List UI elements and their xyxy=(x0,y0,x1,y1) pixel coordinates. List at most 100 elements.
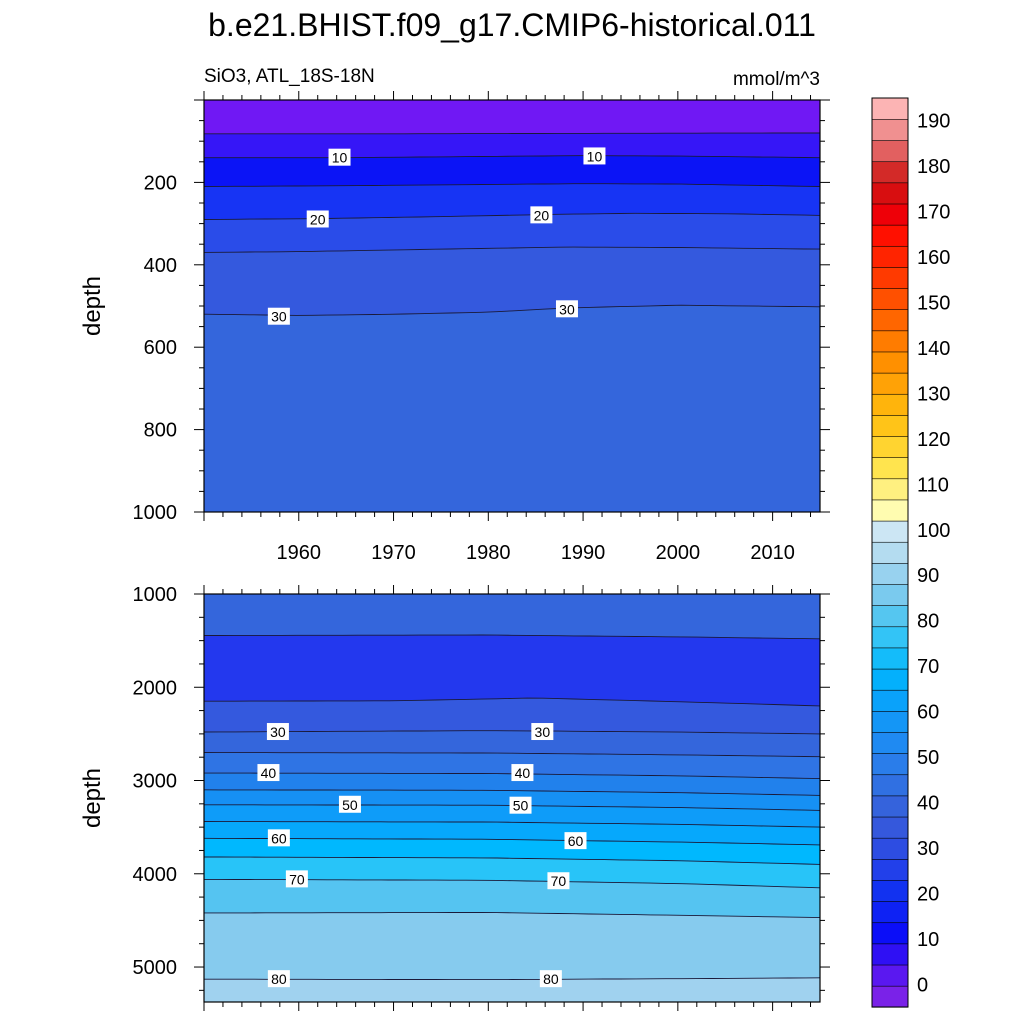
colorbar-tick-label: 110 xyxy=(917,474,949,496)
colorbar-box xyxy=(871,541,909,564)
colorbar-tick-label: 90 xyxy=(917,565,939,587)
upper-y-tick-label: 1000 xyxy=(133,502,178,524)
lower-contour-label: 70 xyxy=(551,873,567,889)
lower-y-tick-label: 4000 xyxy=(133,864,178,886)
lower-contour-line-75 xyxy=(204,912,821,919)
colorbar-box xyxy=(871,118,909,141)
upper-contour-label-box xyxy=(555,300,578,318)
colorbar-tick-label: 160 xyxy=(917,247,950,269)
lower-contour-line-45 xyxy=(203,789,821,796)
colorbar-box xyxy=(871,309,909,332)
colorbar-frame xyxy=(871,97,909,1008)
upper-contour-label: 30 xyxy=(271,309,287,325)
upper-x-tick-label: 1990 xyxy=(561,542,606,564)
lower-contour-label-box xyxy=(338,795,361,813)
colorbar-box xyxy=(871,879,909,902)
upper-contour-label-box xyxy=(583,147,606,165)
upper-contour-label: 30 xyxy=(559,301,575,317)
lower-y-tick-label: 2000 xyxy=(133,677,178,699)
lower-y-tick-label: 1000 xyxy=(133,584,178,606)
upper-contour-line-10 xyxy=(204,155,821,159)
colorbar-box xyxy=(871,287,909,311)
colorbar-box xyxy=(871,351,909,374)
figure-title: b.e21.BHIST.f09_g17.CMIP6-historical.011 xyxy=(208,7,816,43)
lower-contour-label-box xyxy=(266,723,289,741)
colorbar-box xyxy=(871,499,909,522)
colorbar-tick-label: 70 xyxy=(917,656,939,678)
lower-contour-label-box xyxy=(285,870,308,888)
lower-contour-line-30 xyxy=(203,730,821,735)
upper-x-tick-label: 2010 xyxy=(750,542,795,564)
upper-contour-panel: 10 10 20 20 30 30 1960 1970 1980 1990 2000 2010 200 4… xyxy=(79,91,830,564)
colorbar-box xyxy=(871,647,909,670)
upper-band-30 xyxy=(204,305,820,512)
lower-contour-label: 60 xyxy=(271,830,287,846)
colorbar-tick-label: 80 xyxy=(917,611,939,633)
colorbar-box xyxy=(871,435,909,458)
colorbar-box xyxy=(871,626,909,649)
colorbar-box xyxy=(871,330,909,353)
lower-contour-label-box xyxy=(547,872,570,890)
lower-contour-label: 30 xyxy=(535,724,551,740)
colorbar-tick-label: 120 xyxy=(917,429,950,451)
colorbar-box xyxy=(871,203,909,226)
lower-contour-label-box xyxy=(267,829,290,847)
lower-y-tick-label: 5000 xyxy=(133,957,178,979)
upper-contour-label: 10 xyxy=(587,148,603,164)
colorbar-box xyxy=(871,816,909,839)
lower-contour-panel: 30 30 40 40 50 50 60 60 70 70 80 80 1000 2000 3000 4000… xyxy=(79,584,830,1011)
colorbar-box xyxy=(871,922,909,945)
colorbar-box xyxy=(871,668,909,691)
lower-contour-label: 70 xyxy=(289,871,305,887)
upper-x-tick-label: 1980 xyxy=(466,542,511,564)
upper-contour-line-15 xyxy=(203,183,821,187)
colorbar-box xyxy=(871,689,909,712)
colorbar-box xyxy=(871,900,909,924)
lower-y-axis-label: depth xyxy=(79,768,106,828)
upper-contour-line-30 xyxy=(203,304,821,316)
upper-contour-label: 20 xyxy=(310,211,326,227)
colorbar-box xyxy=(871,161,909,184)
upper-contour-label: 10 xyxy=(332,150,348,166)
lower-contour-label: 80 xyxy=(271,971,287,987)
colorbar-tick-label: 100 xyxy=(917,520,950,542)
lower-contour-label: 30 xyxy=(270,724,286,740)
colorbar-tick-label: 40 xyxy=(917,793,939,815)
lower-contour-label: 50 xyxy=(342,797,358,813)
upper-x-tick-label: 2000 xyxy=(656,542,701,564)
lower-contour-label: 50 xyxy=(513,798,529,814)
upper-contour-line-5 xyxy=(204,132,820,135)
colorbar-box xyxy=(871,245,909,268)
colorbar-tick-label: 130 xyxy=(917,383,950,405)
colorbar-tick-label: 50 xyxy=(917,747,939,769)
colorbar-box xyxy=(871,964,909,987)
colorbar-box xyxy=(871,795,909,818)
colorbar-box xyxy=(871,182,909,205)
lower-contour-line-60 xyxy=(203,837,821,846)
lower-plot-frame xyxy=(203,593,821,1003)
colorbar-tick-label: 150 xyxy=(917,293,950,315)
upper-y-tick-label: 600 xyxy=(144,337,177,359)
colorbar-tick-label: 20 xyxy=(917,883,939,905)
colorbar-box xyxy=(871,414,909,437)
colorbar-box xyxy=(871,457,909,480)
lower-contour-label: 40 xyxy=(515,765,531,781)
colorbar-box xyxy=(871,731,909,754)
subtitle-units: mmol/m^3 xyxy=(733,69,820,90)
colorbar-box xyxy=(871,520,909,543)
subtitle-left: SiO3, ATL_18S-18N xyxy=(204,66,375,87)
colorbar-tick-label: 140 xyxy=(917,338,950,360)
colorbar-box xyxy=(871,266,909,289)
upper-y-axis-label: depth xyxy=(79,276,106,336)
lower-contour-label: 80 xyxy=(543,971,559,987)
colorbar-tick-label: 60 xyxy=(917,702,939,724)
colorbar-box xyxy=(871,753,909,776)
colorbar-box xyxy=(871,605,909,628)
lower-contour-label-box xyxy=(539,970,562,988)
lower-contour-label-box xyxy=(267,970,290,988)
lower-contour-line-80 xyxy=(204,977,821,981)
lower-contour-label-box xyxy=(511,764,534,782)
upper-contour-line-25 xyxy=(203,246,821,253)
lower-contour-label-box xyxy=(564,832,587,850)
upper-contour-label: 20 xyxy=(534,207,550,223)
